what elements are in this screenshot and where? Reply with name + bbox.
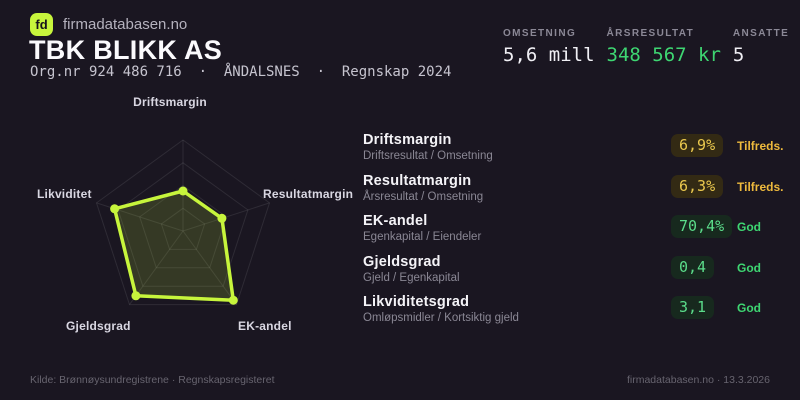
stat-value: 5,6 mill bbox=[503, 44, 595, 66]
stat-value: 5 bbox=[732, 44, 745, 66]
metric-status: God bbox=[737, 260, 761, 275]
org-number-line: Org.nr 924 486 716 · ÅNDALSNES · Regnska… bbox=[30, 64, 452, 80]
metric-formula: Gjeld / Egenkapital bbox=[363, 271, 460, 284]
metric-name: Resultatmargin bbox=[363, 172, 472, 189]
metric-value-badge: 3,1 bbox=[671, 296, 715, 319]
metric-name: Likviditetsgrad bbox=[363, 294, 470, 310]
metric-value-badge: 6,3% bbox=[671, 174, 724, 198]
metric-name: EK-andel bbox=[363, 213, 428, 229]
stat-ansatte: ANSATTE 5 bbox=[733, 28, 789, 66]
metric-formula: Driftsresultat / Omsetning bbox=[363, 150, 493, 162]
firmadatabasen-logo-icon: fd bbox=[30, 13, 53, 36]
metric-status: Tilfreds. bbox=[737, 179, 784, 194]
footer-source: Kilde: Brønnøysundregistrene · Regnskaps… bbox=[30, 374, 275, 386]
stat-label: ANSATTE bbox=[732, 28, 790, 39]
metric-name: Driftsmargin bbox=[363, 132, 452, 148]
stat-arsresultat: ÅRSRESULTAT 348 567 kr bbox=[607, 28, 721, 66]
metric-value-badge: 0,4 bbox=[671, 255, 715, 279]
metric-status: God bbox=[737, 301, 761, 315]
stat-label: ÅRSRESULTAT bbox=[606, 28, 695, 39]
brand-row: fd firmadatabasen.no bbox=[30, 13, 187, 36]
metric-status: God bbox=[737, 220, 761, 234]
metric-row-resultatmargin: Resultatmargin Årsresultat / Omsetning 6… bbox=[363, 173, 790, 214]
radar-chart: Driftsmargin Resultatmargin EK-andel Gje… bbox=[0, 85, 380, 355]
metric-row-gjeldsgrad: Gjeldsgrad Gjeld / Egenkapital 0,4 God bbox=[363, 254, 790, 295]
radar-axis-resultatmargin: Resultatmargin bbox=[263, 187, 354, 201]
metric-formula: Egenkapital / Eiendeler bbox=[363, 231, 482, 243]
stat-omsetning: OMSETNING 5,6 mill bbox=[503, 28, 595, 66]
metric-formula: Omløpsmidler / Kortsiktig gjeld bbox=[363, 312, 519, 324]
radar-axis-ek-andel: EK-andel bbox=[238, 319, 292, 333]
metric-status: Tilfreds. bbox=[737, 139, 784, 153]
metric-value-badge: 6,9% bbox=[671, 134, 724, 157]
metrics-panel: Driftsmargin Driftsresultat / Omsetning … bbox=[363, 132, 790, 335]
footer-attribution: firmadatabasen.no · 13.3.2026 bbox=[626, 374, 770, 386]
metric-name: Gjeldsgrad bbox=[363, 253, 441, 270]
stat-label: OMSETNING bbox=[503, 28, 577, 39]
radar-axis-likviditet: Likviditet bbox=[37, 187, 92, 201]
metric-row-driftsmargin: Driftsmargin Driftsresultat / Omsetning … bbox=[363, 132, 790, 173]
radar-axis-gjeldsgrad: Gjeldsgrad bbox=[66, 319, 131, 333]
metric-formula: Årsresultat / Omsetning bbox=[363, 190, 484, 203]
radar-axis-driftsmargin: Driftsmargin bbox=[133, 95, 207, 109]
metric-value-badge: 70,4% bbox=[671, 215, 733, 238]
key-figures: OMSETNING 5,6 mill ÅRSRESULTAT 348 567 k… bbox=[503, 28, 789, 66]
metric-row-likviditetsgrad: Likviditetsgrad Omløpsmidler / Kortsikti… bbox=[363, 294, 790, 335]
stat-value: 348 567 kr bbox=[606, 44, 721, 66]
radar-svg bbox=[95, 139, 271, 306]
metric-row-ek-andel: EK-andel Egenkapital / Eiendeler 70,4% G… bbox=[363, 213, 790, 254]
brand-name: firmadatabasen.no bbox=[63, 16, 188, 33]
page-title: TBK BLIKK AS bbox=[29, 35, 223, 65]
